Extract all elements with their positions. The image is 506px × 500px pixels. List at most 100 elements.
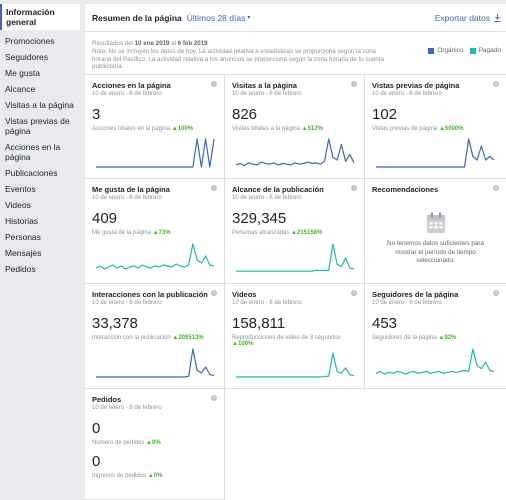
paid-label: Pagado <box>478 47 501 54</box>
card-title: Acciones en la página <box>92 81 171 90</box>
legend-paid[interactable]: Pagado <box>469 47 501 54</box>
chevron-down-icon[interactable]: ▾ <box>247 15 251 21</box>
card-date: 10 de enero - 6 de febrero <box>372 300 442 306</box>
export-data-button[interactable]: Exportar datos <box>435 13 501 23</box>
sidebar-item-publicaciones[interactable]: Publicaciones <box>5 168 58 178</box>
card-me-gusta[interactable]: Me gusta de la página 10 de enero - 6 de… <box>85 179 225 284</box>
card-seguidores[interactable]: Seguidores de la página 10 de enero - 6 … <box>365 284 506 389</box>
date-range-dropdown[interactable]: Últimos 28 días <box>186 12 246 23</box>
legend-organic[interactable]: Orgánico <box>428 47 464 54</box>
card-change-2: 0% <box>153 473 163 479</box>
info-icon[interactable]: i <box>493 290 499 296</box>
card-change: 215158% <box>297 230 323 236</box>
empty-state-text: No tenemos datos suficientes para mostra… <box>387 240 484 264</box>
card-acciones[interactable]: Acciones en la página 10 de enero - 6 de… <box>85 74 225 179</box>
card-title: Videos <box>232 290 257 299</box>
info-icon[interactable]: i <box>493 185 499 191</box>
download-icon <box>494 13 501 22</box>
card-value-2: 0 <box>92 453 101 470</box>
card-title: Interacciones con la publicación <box>92 290 208 299</box>
info-icon[interactable]: i <box>211 395 217 401</box>
card-subtitle: Número de pedidos ▲0% <box>92 440 217 446</box>
results-prefix: Resultados del <box>92 40 135 47</box>
sparkline-series <box>376 138 495 168</box>
card-date: 10 de enero - 6 de febrero <box>92 300 162 306</box>
card-visitas[interactable]: Visitas a la página 10 de enero - 6 de f… <box>225 74 365 179</box>
results-start-date: 10 ene 2019 <box>134 40 170 47</box>
card-recomendaciones[interactable]: Recomendaciones i No tenemos datos sufic… <box>365 179 506 284</box>
sparkline <box>236 243 355 272</box>
card-sub-label: Acciones totales en la página <box>92 126 171 132</box>
export-data-label: Exportar datos <box>434 12 490 23</box>
card-change: 92% <box>444 335 457 341</box>
card-subtitle: Vistas previas de página ▲5000% <box>372 126 499 132</box>
card-value: 0 <box>92 420 101 437</box>
info-icon[interactable]: i <box>351 81 357 87</box>
card-subtitle: Me gusta de la página ▲73% <box>92 230 217 236</box>
card-title: Me gusta de la página <box>92 185 170 194</box>
data-note: Resultados del 10 ene 2019 al 6 feb 2019… <box>92 40 392 71</box>
sparkline <box>96 138 215 168</box>
info-icon[interactable]: i <box>211 290 217 296</box>
sidebar-item-acciones[interactable]: Acciones en la página <box>5 142 61 162</box>
sidebar-item-alcance[interactable]: Alcance <box>5 84 36 94</box>
card-change: 5000% <box>444 126 464 132</box>
overview-panel: Resumen de la página Últimos 28 días ▾ E… <box>85 4 506 500</box>
card-date: 10 de enero - 6 de febrero <box>372 91 442 97</box>
up-arrow-icon: ▲ <box>438 126 445 132</box>
card-value: 33,378 <box>92 315 138 332</box>
sidebar-item-mensajes[interactable]: Mensajes <box>5 248 42 258</box>
card-title: Recomendaciones <box>372 185 439 194</box>
sidebar-item-videos[interactable]: Videos <box>5 200 31 210</box>
card-pedidos[interactable]: Pedidos 10 de enero - 6 de febrero i 0 N… <box>85 389 225 500</box>
card-sub-label: Personas alcanzadas <box>232 230 290 236</box>
sparkline <box>96 348 215 378</box>
card-value: 409 <box>92 210 118 227</box>
sidebar-item-me-gusta[interactable]: Me gusta <box>5 68 40 78</box>
card-subtitle: Seguidores de la página ▲92% <box>372 335 499 341</box>
sparkline-series <box>96 138 215 168</box>
info-icon[interactable]: i <box>211 185 217 191</box>
sparkline-series <box>235 138 355 167</box>
card-change: 0% <box>152 440 161 446</box>
sparkline-series <box>95 243 215 270</box>
card-date: 10 de enero - 6 de febrero <box>92 405 162 411</box>
note-text: Nota: No se incluyen los datos de hoy. L… <box>92 47 385 71</box>
info-icon[interactable]: i <box>351 290 357 296</box>
sidebar: Información general Promociones Seguidor… <box>0 0 80 500</box>
sidebar-item-informacion-general[interactable]: Información general <box>0 4 80 30</box>
up-arrow-icon: ▲ <box>291 230 297 236</box>
sidebar-item-pedidos[interactable]: Pedidos <box>5 264 36 274</box>
up-arrow-icon: ▲ <box>152 230 159 236</box>
card-interacciones[interactable]: Interacciones con la publicación 10 de e… <box>85 284 225 389</box>
info-icon[interactable]: i <box>211 81 217 87</box>
card-value: 158,811 <box>232 315 286 332</box>
sidebar-item-vistas-previas[interactable]: Vistas previas de página <box>5 116 70 136</box>
sidebar-item-historias[interactable]: Historias <box>5 216 39 226</box>
card-sub-label: Número de pedidos <box>92 440 145 446</box>
sparkline-series <box>375 348 495 375</box>
card-date: 10 de enero - 6 de febrero <box>92 91 162 97</box>
sidebar-item-promociones[interactable]: Promociones <box>5 36 55 46</box>
card-change: 208513% <box>178 335 204 341</box>
card-videos[interactable]: Videos 10 de enero - 6 de febrero i 158,… <box>225 284 365 389</box>
card-vistas[interactable]: Vistas previas de página 10 de enero - 6… <box>365 74 506 179</box>
card-sub-label: Vistas previas de página <box>372 126 438 132</box>
card-value: 329,345 <box>232 210 287 227</box>
sidebar-item-visitas[interactable]: Visitas a la página <box>5 100 74 110</box>
sidebar-item-eventos[interactable]: Eventos <box>5 184 36 194</box>
info-icon[interactable]: i <box>493 81 499 87</box>
up-arrow-icon: ▲ <box>171 126 178 132</box>
card-alcance[interactable]: Alcance de la publicación 10 de enero - … <box>225 179 365 284</box>
card-sub-label: Reproducciones de video de 3 segundos <box>232 335 341 341</box>
card-sub-label: Interacción con la publicación <box>92 335 171 341</box>
sidebar-item-seguidores[interactable]: Seguidores <box>5 52 49 62</box>
sparkline-series <box>96 348 215 378</box>
organic-label: Orgánico <box>437 47 464 54</box>
card-value: 453 <box>372 315 398 332</box>
card-sub-label-2: Ingresos de pedidos <box>92 473 147 479</box>
legend: Orgánico Pagado <box>422 47 501 54</box>
info-icon[interactable]: i <box>351 185 357 191</box>
sidebar-item-personas[interactable]: Personas <box>5 232 41 242</box>
card-title: Seguidores de la página <box>372 290 459 299</box>
